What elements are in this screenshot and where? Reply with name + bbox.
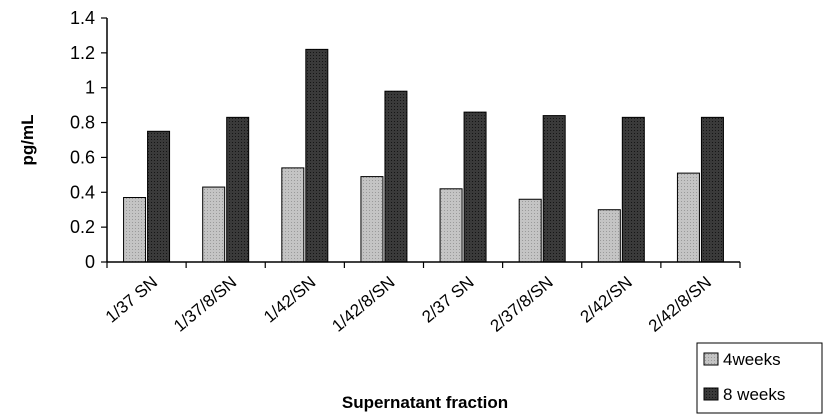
axes bbox=[106, 18, 741, 268]
bar-4weeks bbox=[597, 209, 621, 263]
y-tick-label: 0.6 bbox=[70, 147, 95, 167]
bar-8weeks bbox=[226, 116, 250, 263]
x-axis-label: Supernatant fraction bbox=[342, 393, 508, 412]
bar-4weeks bbox=[281, 167, 305, 263]
y-tick-label: 1 bbox=[85, 78, 95, 98]
legend-label-4weeks: 4weeks bbox=[723, 350, 781, 369]
bar-4weeks bbox=[202, 186, 226, 263]
legend-box bbox=[696, 342, 823, 414]
y-axis-ticks: 0 0.2 0.4 0.6 0.8 1 1.2 1.4 bbox=[70, 8, 107, 272]
bar-8weeks bbox=[147, 130, 171, 263]
y-axis-label: pg/mL bbox=[18, 115, 37, 166]
bar-4weeks bbox=[123, 197, 147, 263]
x-tick-label: 2/37/8/SN bbox=[487, 273, 557, 336]
bar-4weeks bbox=[518, 198, 542, 263]
legend: 4weeks 8 weeks bbox=[696, 342, 823, 414]
bar-8weeks bbox=[305, 48, 329, 263]
x-axis-tick-labels: 1/37 SN 1/37/8/SN 1/42/SN 1/42/8/SN 2/37 SN 2… bbox=[102, 273, 715, 336]
x-tick-label: 1/37/8/SN bbox=[170, 273, 240, 336]
bar-4weeks bbox=[439, 188, 463, 263]
bar-8weeks bbox=[621, 116, 645, 263]
x-tick-label: 1/42/SN bbox=[260, 273, 319, 327]
y-tick-label: 0.2 bbox=[70, 217, 95, 237]
y-tick-label: 0 bbox=[85, 252, 95, 272]
bar-4weeks bbox=[676, 172, 700, 263]
x-tick-label: 2/42/8/SN bbox=[645, 273, 715, 336]
bar-4weeks bbox=[360, 176, 384, 263]
bar-8weeks bbox=[700, 116, 724, 263]
x-tick-label: 1/42/8/SN bbox=[328, 273, 398, 336]
x-tick-label: 2/37 SN bbox=[418, 273, 477, 327]
bar-8weeks bbox=[384, 90, 408, 263]
bars bbox=[123, 48, 724, 263]
y-tick-label: 0.8 bbox=[70, 113, 95, 133]
bar-8weeks bbox=[463, 111, 487, 263]
legend-swatch-4weeks bbox=[703, 352, 719, 366]
bar-8weeks bbox=[542, 115, 566, 263]
legend-label-8weeks: 8 weeks bbox=[723, 385, 785, 404]
y-tick-label: 1.4 bbox=[70, 8, 95, 28]
x-tick-label: 1/37 SN bbox=[102, 273, 161, 327]
y-tick-label: 0.4 bbox=[70, 182, 95, 202]
legend-swatch-8weeks bbox=[703, 387, 719, 401]
x-tick-label: 2/42/SN bbox=[577, 273, 636, 327]
y-tick-label: 1.2 bbox=[70, 43, 95, 63]
